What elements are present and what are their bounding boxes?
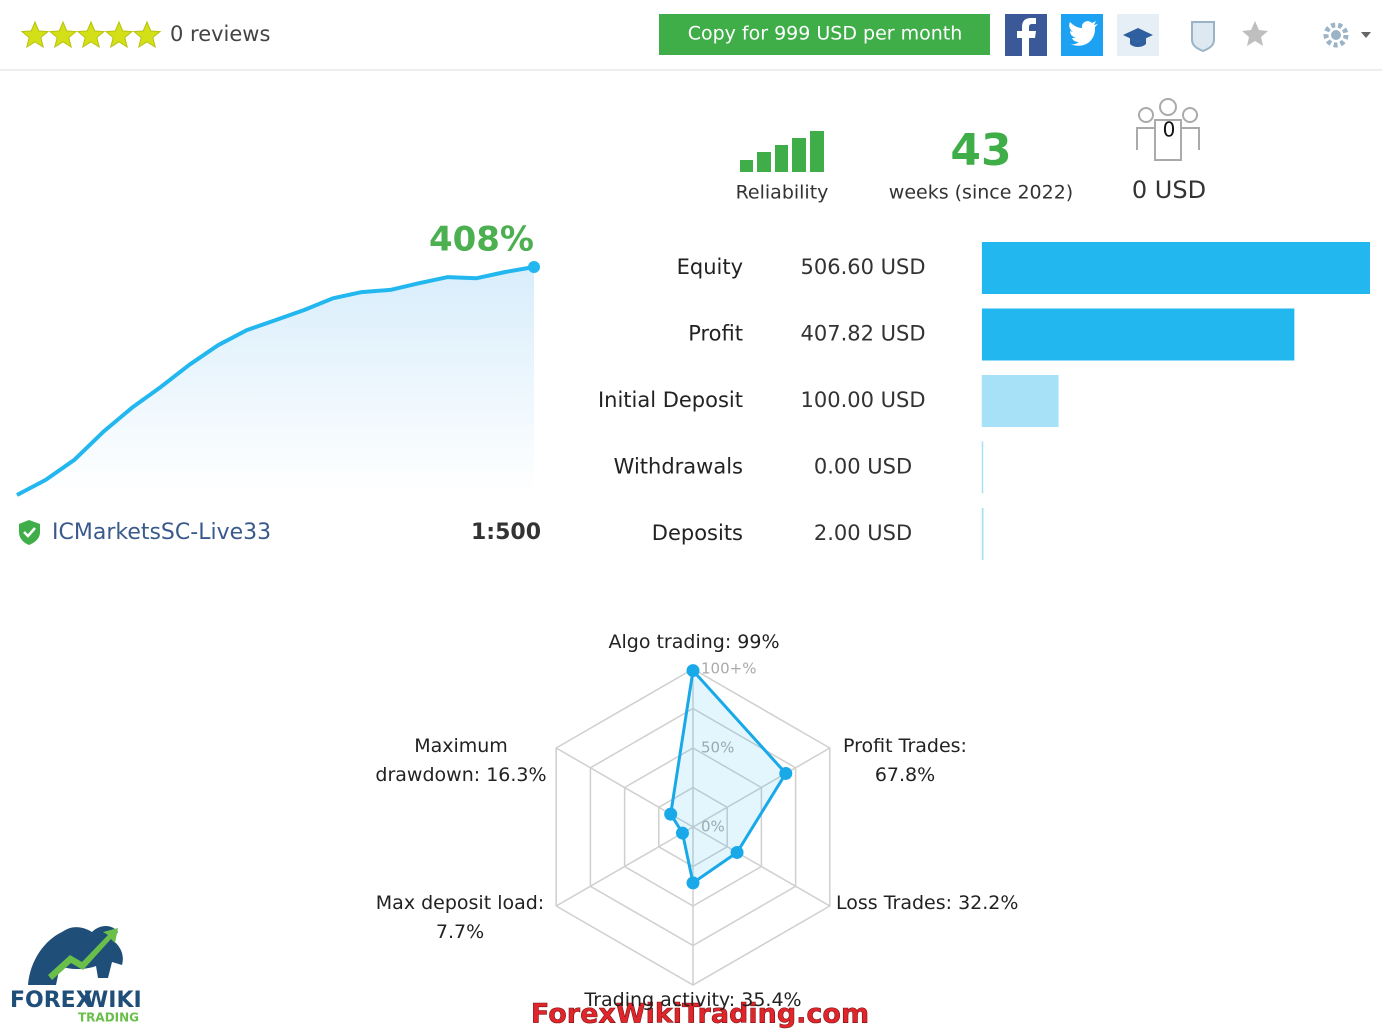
verified-check xyxy=(23,527,36,538)
end-point xyxy=(528,261,540,273)
radar-label-value: 16.3% xyxy=(486,764,547,786)
server-link[interactable]: ICMarketsSC-Live33 xyxy=(52,520,271,545)
bar xyxy=(982,242,1370,294)
watermark-site: ForexWikiTrading.com xyxy=(531,999,869,1030)
radar-label: Trading activity: 35.4% xyxy=(563,986,823,1015)
radar-point xyxy=(675,826,689,840)
twitter-button[interactable] xyxy=(1061,14,1103,56)
radar-point xyxy=(730,845,744,859)
balance-label: Deposits xyxy=(652,521,743,545)
balance-value: 0.00 USD xyxy=(814,455,912,479)
balance-label: Initial Deposit xyxy=(598,388,743,412)
radar-label-value: 35.4% xyxy=(741,989,802,1011)
reviews-link[interactable]: 0 reviews xyxy=(170,22,270,46)
shield-button[interactable] xyxy=(1191,21,1215,53)
facebook-button[interactable] xyxy=(1005,14,1047,56)
growth-line xyxy=(16,265,535,497)
copy-button[interactable]: Copy for 999 USD per month xyxy=(659,14,990,55)
weeks-value: 43 xyxy=(950,125,1011,176)
subscribers-funds: 0 USD xyxy=(1132,176,1206,204)
radar-spoke xyxy=(555,826,694,907)
icon xyxy=(1017,18,1036,56)
leverage: 1:500 xyxy=(471,520,541,545)
logo-text: FOREX xyxy=(10,988,93,1013)
subscribers-count: 0 xyxy=(1163,118,1176,142)
balance-value: 100.00 USD xyxy=(800,388,925,412)
radar-label: Algo trading: 99% xyxy=(594,628,794,657)
radar-point xyxy=(686,876,700,890)
star xyxy=(104,20,134,49)
radar-label-name: Max deposit load: xyxy=(375,892,545,914)
radar-tick-label: 50% xyxy=(701,739,734,757)
radar-shape xyxy=(669,667,788,886)
bar xyxy=(982,375,1059,427)
balance-value: 2.00 USD xyxy=(814,521,912,545)
radar-label: Profit Trades: 67.8% xyxy=(825,732,985,790)
button-label: Copy for 999 USD per month xyxy=(688,23,963,45)
area-fill xyxy=(17,267,534,495)
radar-label-name: Trading activity: xyxy=(584,989,736,1011)
radar-label-value: 7.7% xyxy=(435,921,485,943)
radar-label: Max deposit load: 7.7% xyxy=(360,889,560,947)
growth-value: 408% xyxy=(429,220,534,260)
radar-point xyxy=(779,766,793,780)
radar-label-value: 99% xyxy=(737,631,780,653)
icon xyxy=(1069,21,1098,46)
radar-label-value: 32.2% xyxy=(958,892,1019,914)
radar-tick-label: 100+% xyxy=(701,660,756,678)
radar-spoke xyxy=(692,826,831,907)
balance-label: Equity xyxy=(677,255,743,279)
star xyxy=(132,20,162,49)
radar-tick-label: 0% xyxy=(701,818,725,836)
star xyxy=(76,20,106,49)
star xyxy=(48,20,78,49)
bar xyxy=(982,508,984,560)
bar xyxy=(982,308,1295,361)
reliability-label: Reliability xyxy=(736,182,829,204)
radar-label-name: Algo trading: xyxy=(608,631,732,653)
logo-text: WIKI xyxy=(84,988,142,1013)
icon xyxy=(1331,30,1341,40)
subscribers-icon xyxy=(1136,98,1200,161)
radar-label: Loss Trades: 32.2% xyxy=(836,889,1036,918)
settings-button[interactable] xyxy=(1323,22,1371,48)
balance-label: Profit xyxy=(688,322,743,346)
icon xyxy=(1130,38,1146,47)
radar-label: Maximum drawdown: 16.3% xyxy=(372,732,550,790)
radar-label-name: Maximum drawdown: xyxy=(375,735,508,786)
caret xyxy=(1361,32,1371,38)
radar-label-name: Loss Trades: xyxy=(836,892,953,914)
radar-spoke xyxy=(692,747,831,828)
education-button[interactable] xyxy=(1117,14,1159,56)
balance-label: Withdrawals xyxy=(614,455,743,479)
balance-value: 506.60 USD xyxy=(800,255,925,279)
reliability-icon xyxy=(740,131,824,172)
logo-text: TRADING xyxy=(78,1011,139,1025)
favorite-button[interactable] xyxy=(1242,21,1268,46)
radar-point xyxy=(664,807,678,821)
radar-label-value: 67.8% xyxy=(874,764,936,786)
rating-stars xyxy=(20,20,162,49)
radar-label-name: Profit Trades: xyxy=(843,735,967,757)
icon xyxy=(1323,22,1349,48)
watermark-logo: FOREX WIKI TRADING xyxy=(10,926,142,1025)
balance-value: 407.82 USD xyxy=(800,322,925,346)
weeks-label: weeks (since 2022) xyxy=(889,182,1073,204)
radar-point xyxy=(686,664,700,678)
button-bg xyxy=(659,14,990,55)
star xyxy=(20,20,50,49)
